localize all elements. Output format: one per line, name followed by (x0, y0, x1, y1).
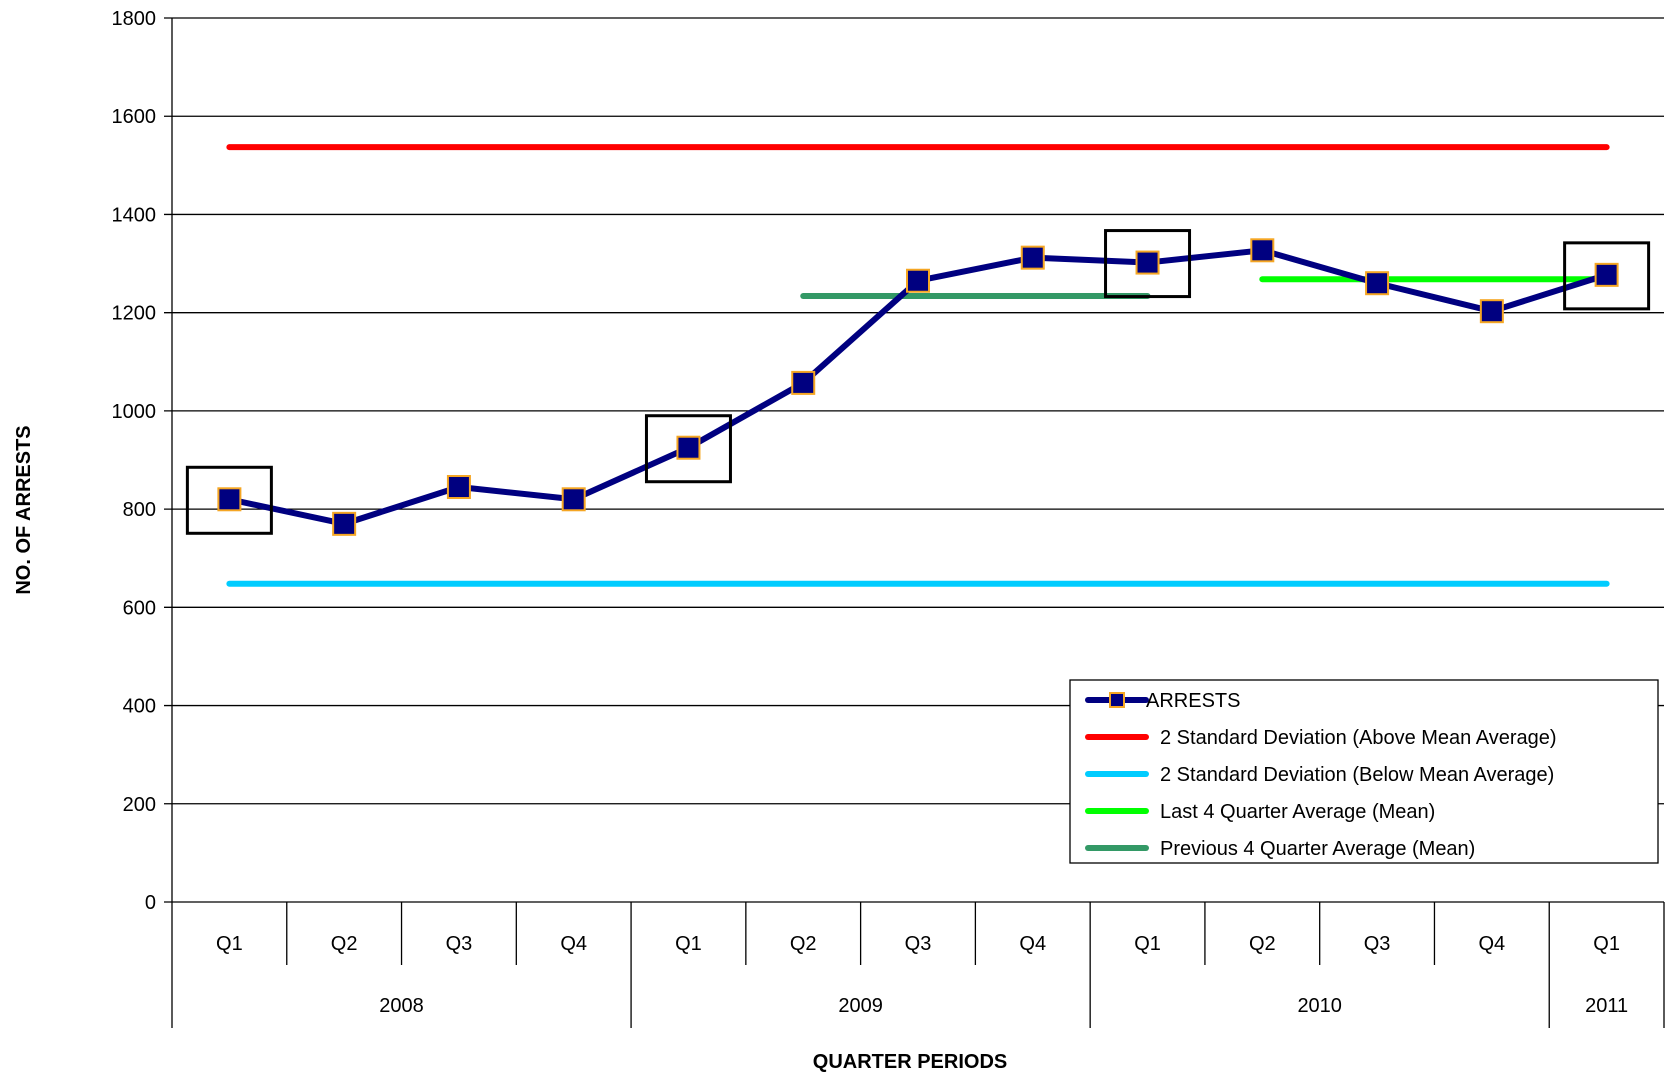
legend-marker (1109, 692, 1125, 708)
arrests-marker (1020, 245, 1045, 270)
year-label: 2010 (1297, 995, 1342, 1017)
y-tick-label: 0 (145, 892, 156, 914)
x-tick-label: Q2 (331, 933, 358, 955)
arrests-marker (906, 268, 930, 293)
y-axis-title: NO. OF ARRESTS (13, 425, 35, 594)
x-tick-label: Q3 (905, 933, 932, 955)
arrests-marker (791, 370, 816, 395)
year-label: 2009 (838, 995, 883, 1017)
highlight-box (185, 465, 273, 535)
legend-box (1069, 679, 1659, 864)
y-tick-label: 600 (123, 597, 156, 619)
markers (217, 238, 1619, 536)
arrests-marker (676, 435, 701, 460)
arrests-marker (561, 487, 586, 512)
legend-label: Last 4 Quarter Average (Mean) (1160, 801, 1435, 823)
arrests-marker (1365, 271, 1390, 296)
highlight-box (644, 414, 732, 484)
arrests-marker (332, 511, 357, 536)
arrests-marker (1594, 262, 1619, 287)
y-tick-label: 1600 (112, 106, 157, 128)
x-tick-label: Q1 (1134, 933, 1161, 955)
arrests-marker (446, 475, 471, 500)
legend-label: ARRESTS (1146, 690, 1240, 712)
y-tick-label: 400 (123, 696, 156, 718)
year-label: 2008 (379, 995, 424, 1017)
x-tick-label: Q4 (560, 933, 587, 955)
series (226, 144, 1610, 587)
arrests-marker (1479, 299, 1504, 324)
highlight-box (1104, 229, 1192, 299)
arrests-marker (1135, 250, 1160, 275)
axes: 0 200 400 600 800 1000 1200 1400 1600 1800 Q1 Q2 Q3 Q… (112, 8, 1665, 1028)
y-tick-label: 1800 (112, 8, 157, 30)
legend: ARRESTS 2 Standard Deviation (Above Mean … (1069, 679, 1659, 864)
y-tick-label: 200 (123, 794, 156, 816)
x-tick-label: Q3 (1364, 933, 1391, 955)
legend-label: 2 Standard Deviation (Below Mean Average… (1160, 764, 1554, 786)
highlight-box (1563, 241, 1651, 311)
x-tick-label: Q2 (790, 933, 817, 955)
y-tick-label: 1400 (112, 204, 157, 226)
highlight-boxes (185, 229, 1651, 535)
arrests-marker (217, 487, 242, 512)
x-tick-label: Q1 (1593, 933, 1620, 955)
x-tick-label: Q1 (216, 933, 243, 955)
x-axis-title: QUARTER PERIODS (813, 1051, 1007, 1073)
x-tick-label: Q4 (1019, 933, 1046, 955)
gridlines (164, 17, 1664, 903)
y-tick-label: 1200 (112, 303, 157, 325)
x-tick-label: Q2 (1249, 933, 1276, 955)
x-tick-label: Q1 (675, 933, 702, 955)
x-tick-label: Q4 (1479, 933, 1506, 955)
x-tick-label: Q3 (446, 933, 473, 955)
year-label: 2011 (1585, 995, 1628, 1017)
legend-label: Previous 4 Quarter Average (Mean) (1160, 838, 1475, 860)
y-tick-label: 1000 (112, 401, 157, 423)
y-tick-label: 800 (123, 499, 156, 521)
legend-label: 2 Standard Deviation (Above Mean Average… (1160, 727, 1557, 749)
arrests-marker (1250, 238, 1275, 263)
